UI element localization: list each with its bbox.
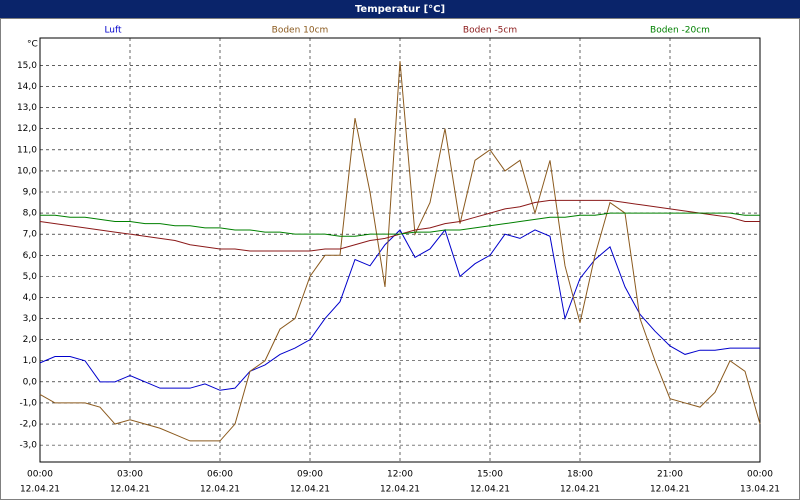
x-tick-label: 00:00 bbox=[27, 470, 53, 480]
legend-entry: Luft bbox=[104, 26, 122, 36]
x-tick-date: 12.04.21 bbox=[200, 485, 240, 495]
x-tick-label: 18:00 bbox=[567, 470, 593, 480]
y-tick-label: 7,0 bbox=[23, 230, 38, 240]
x-tick-label: 12:00 bbox=[387, 470, 413, 480]
x-tick-date: 12.04.21 bbox=[560, 485, 600, 495]
y-tick-label: 0,0 bbox=[23, 377, 38, 387]
y-tick-label: -2,0 bbox=[19, 420, 37, 430]
y-tick-label: 8,0 bbox=[23, 209, 38, 219]
y-tick-label: 3,0 bbox=[23, 314, 38, 324]
y-unit: °C bbox=[27, 40, 38, 50]
x-tick-date: 12.04.21 bbox=[650, 485, 690, 495]
x-tick-label: 03:00 bbox=[117, 470, 143, 480]
y-tick-label: 4,0 bbox=[23, 293, 38, 303]
x-tick-label: 09:00 bbox=[297, 470, 323, 480]
x-tick-label: 15:00 bbox=[477, 470, 503, 480]
x-tick-label: 00:00 bbox=[747, 470, 773, 480]
x-tick-date: 12.04.21 bbox=[380, 485, 420, 495]
plot-frame bbox=[39, 37, 761, 463]
y-tick-label: 6,0 bbox=[23, 251, 38, 261]
y-tick-label: 5,0 bbox=[23, 272, 38, 282]
y-tick-label: 15,0 bbox=[17, 61, 37, 71]
y-tick-label: 13,0 bbox=[17, 103, 37, 113]
legend-entry: Boden -5cm bbox=[463, 26, 517, 36]
series-line bbox=[39, 228, 760, 391]
x-tick-date: 12.04.21 bbox=[470, 485, 510, 495]
title-bar bbox=[0, 0, 800, 18]
x-tick-label: 21:00 bbox=[657, 470, 683, 480]
x-tick-date: 12.04.21 bbox=[290, 485, 330, 495]
series-line bbox=[40, 212, 760, 237]
y-tick-label: 9,0 bbox=[23, 187, 38, 197]
y-tick-label: 14,0 bbox=[17, 82, 37, 92]
legend-entry: Boden -20cm bbox=[650, 26, 710, 36]
y-tick-label: 11,0 bbox=[17, 145, 37, 155]
x-tick-date: 12.04.21 bbox=[20, 485, 60, 495]
series-line bbox=[39, 61, 761, 442]
y-tick-label: 2,0 bbox=[23, 335, 38, 345]
legend-entry: Boden 10cm bbox=[272, 26, 329, 36]
y-tick-label: 10,0 bbox=[17, 166, 37, 176]
y-tick-label: -1,0 bbox=[19, 398, 37, 408]
x-tick-date: 13.04.21 bbox=[740, 485, 780, 495]
window-title: Temperatur [°C] bbox=[355, 4, 445, 15]
x-tick-date: 12.04.21 bbox=[110, 485, 150, 495]
y-tick-label: 12,0 bbox=[17, 124, 37, 134]
y-tick-label: 1,0 bbox=[23, 356, 38, 366]
y-tick-label: -3,0 bbox=[19, 441, 37, 451]
x-tick-label: 06:00 bbox=[207, 470, 233, 480]
